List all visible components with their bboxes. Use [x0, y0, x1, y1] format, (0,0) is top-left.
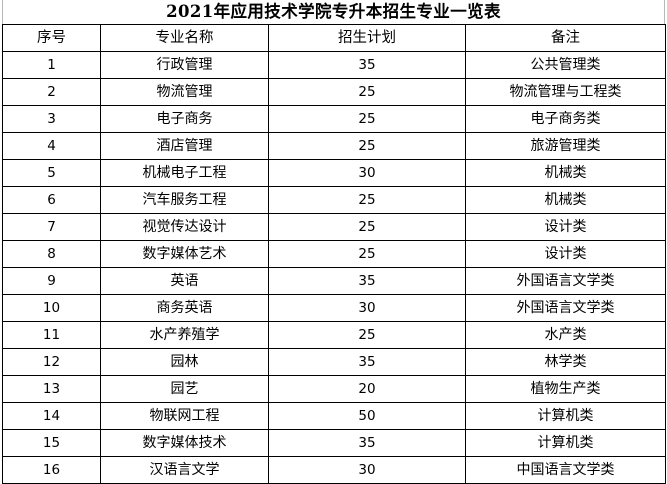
cell-name: 数字媒体艺术 — [100, 240, 269, 268]
admissions-majors-table: 序号 专业名称 招生计划 备注 1 行政管理 35 公共管理类 2 物流管理 25 物流管理与… — [2, 24, 666, 484]
cell-no: 3 — [2, 105, 101, 133]
table-header: 序号 专业名称 招生计划 备注 — [2, 24, 666, 52]
column-header-no: 序号 — [2, 24, 101, 52]
cell-no: 11 — [2, 321, 101, 349]
cell-name: 机械电子工程 — [100, 159, 269, 187]
table-row: 5 机械电子工程 30 机械类 — [2, 159, 666, 187]
table-row: 11 水产养殖学 25 水产类 — [2, 321, 666, 349]
cell-no: 7 — [2, 213, 101, 241]
table-row: 8 数字媒体艺术 25 设计类 — [2, 240, 666, 268]
table-body: 1 行政管理 35 公共管理类 2 物流管理 25 物流管理与工程类 3 电子商务 25 电子商务类 4… — [2, 51, 666, 484]
cell-plan: 25 — [268, 132, 466, 160]
cell-name: 园林 — [100, 348, 269, 376]
cell-name: 英语 — [100, 267, 269, 295]
cell-plan: 25 — [268, 213, 466, 241]
cell-name: 电子商务 — [100, 105, 269, 133]
cell-name: 园艺 — [100, 375, 269, 403]
cell-plan: 30 — [268, 294, 466, 322]
cell-note: 设计类 — [465, 240, 666, 268]
cell-no: 4 — [2, 132, 101, 160]
cell-note: 物流管理与工程类 — [465, 78, 666, 106]
table-row: 2 物流管理 25 物流管理与工程类 — [2, 78, 666, 106]
cell-no: 9 — [2, 267, 101, 295]
cell-no: 15 — [2, 429, 101, 457]
cell-plan: 25 — [268, 321, 466, 349]
cell-plan: 35 — [268, 51, 466, 79]
cell-name: 汉语言文学 — [100, 456, 269, 484]
cell-name: 行政管理 — [100, 51, 269, 79]
cell-no: 16 — [2, 456, 101, 484]
cell-no: 2 — [2, 78, 101, 106]
cell-note: 外国语言文学类 — [465, 294, 666, 322]
cell-plan: 25 — [268, 186, 466, 214]
table-row: 14 物联网工程 50 计算机类 — [2, 402, 666, 430]
cell-note: 中国语言文学类 — [465, 456, 666, 484]
table-row: 16 汉语言文学 30 中国语言文学类 — [2, 456, 666, 484]
table-row: 12 园林 35 林学类 — [2, 348, 666, 376]
cell-no: 6 — [2, 186, 101, 214]
cell-plan: 30 — [268, 456, 466, 484]
cell-plan: 50 — [268, 402, 466, 430]
cell-note: 机械类 — [465, 186, 666, 214]
column-header-name: 专业名称 — [100, 24, 269, 52]
table-row: 7 视觉传达设计 25 设计类 — [2, 213, 666, 241]
cell-no: 5 — [2, 159, 101, 187]
cell-name: 水产养殖学 — [100, 321, 269, 349]
table-row: 3 电子商务 25 电子商务类 — [2, 105, 666, 133]
page-margin-rule-right — [664, 0, 665, 24]
table-row: 9 英语 35 外国语言文学类 — [2, 267, 666, 295]
column-header-note: 备注 — [465, 24, 666, 52]
cell-note: 外国语言文学类 — [465, 267, 666, 295]
table-header-row: 序号 专业名称 招生计划 备注 — [2, 24, 666, 52]
cell-name: 商务英语 — [100, 294, 269, 322]
cell-plan: 25 — [268, 78, 466, 106]
cell-plan: 35 — [268, 267, 466, 295]
table-row: 10 商务英语 30 外国语言文学类 — [2, 294, 666, 322]
cell-note: 水产类 — [465, 321, 666, 349]
cell-name: 视觉传达设计 — [100, 213, 269, 241]
cell-note: 机械类 — [465, 159, 666, 187]
cell-plan: 35 — [268, 348, 466, 376]
cell-plan: 30 — [268, 159, 466, 187]
cell-plan: 25 — [268, 105, 466, 133]
cell-no: 10 — [2, 294, 101, 322]
column-header-plan: 招生计划 — [268, 24, 466, 52]
page-margin-rule-left — [2, 0, 3, 24]
cell-plan: 20 — [268, 375, 466, 403]
cell-plan: 35 — [268, 429, 466, 457]
table-row: 4 酒店管理 25 旅游管理类 — [2, 132, 666, 160]
table-row: 1 行政管理 35 公共管理类 — [2, 51, 666, 79]
cell-no: 13 — [2, 375, 101, 403]
table-row: 13 园艺 20 植物生产类 — [2, 375, 666, 403]
cell-note: 计算机类 — [465, 402, 666, 430]
cell-name: 数字媒体技术 — [100, 429, 269, 457]
cell-name: 汽车服务工程 — [100, 186, 269, 214]
cell-note: 植物生产类 — [465, 375, 666, 403]
cell-note: 计算机类 — [465, 429, 666, 457]
cell-name: 酒店管理 — [100, 132, 269, 160]
cell-name: 物联网工程 — [100, 402, 269, 430]
cell-no: 14 — [2, 402, 101, 430]
cell-no: 8 — [2, 240, 101, 268]
table-row: 6 汽车服务工程 25 机械类 — [2, 186, 666, 214]
cell-note: 电子商务类 — [465, 105, 666, 133]
cell-plan: 25 — [268, 240, 466, 268]
table-row: 15 数字媒体技术 35 计算机类 — [2, 429, 666, 457]
cell-note: 林学类 — [465, 348, 666, 376]
cell-note: 设计类 — [465, 213, 666, 241]
page-title: 2021年应用技术学院专升本招生专业一览表 — [166, 2, 501, 21]
cell-note: 公共管理类 — [465, 51, 666, 79]
cell-name: 物流管理 — [100, 78, 269, 106]
cell-no: 12 — [2, 348, 101, 376]
cell-note: 旅游管理类 — [465, 132, 666, 160]
cell-no: 1 — [2, 51, 101, 79]
